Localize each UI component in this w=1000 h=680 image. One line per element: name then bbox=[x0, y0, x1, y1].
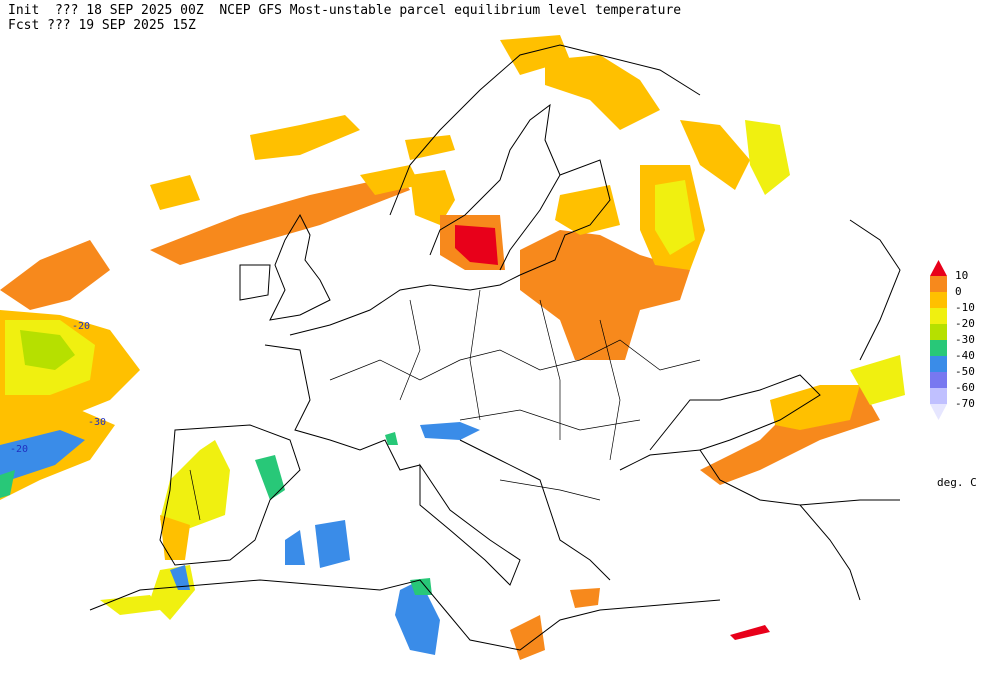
legend-box bbox=[930, 340, 947, 356]
legend-triangle bbox=[930, 260, 947, 276]
legend-label: -40 bbox=[955, 349, 975, 362]
header-line-2: Fcst ??? 19 SEP 2025 15Z bbox=[8, 18, 196, 33]
header-line-1: Init ??? 18 SEP 2025 00Z NCEP GFS Most-u… bbox=[8, 3, 681, 18]
legend-box bbox=[930, 292, 947, 308]
legend-label: 10 bbox=[955, 269, 968, 282]
legend-triangle bbox=[930, 404, 947, 420]
legend-box bbox=[930, 388, 947, 404]
legend-label: 0 bbox=[955, 285, 962, 298]
legend-box bbox=[930, 276, 947, 292]
shaded-fields bbox=[0, 35, 905, 660]
legend-label: -10 bbox=[955, 301, 975, 314]
legend-label: -20 bbox=[955, 317, 975, 330]
legend-label: -50 bbox=[955, 365, 975, 378]
legend: 10 0 -10 -20 -30 -40 -50 -60 -70 bbox=[930, 260, 975, 420]
legend-label: -30 bbox=[955, 333, 975, 346]
legend-box bbox=[930, 324, 947, 340]
legend-box bbox=[930, 372, 947, 388]
legend-box bbox=[930, 356, 947, 372]
legend-label: -60 bbox=[955, 381, 975, 394]
legend-box bbox=[930, 308, 947, 324]
coastlines bbox=[89, 44, 901, 651]
contour-label: -20 bbox=[72, 321, 90, 332]
legend-label: -70 bbox=[955, 397, 975, 410]
legend-unit: deg. C bbox=[937, 476, 977, 489]
contour-label: -20 bbox=[10, 444, 28, 455]
contour-label: -30 bbox=[88, 417, 106, 428]
